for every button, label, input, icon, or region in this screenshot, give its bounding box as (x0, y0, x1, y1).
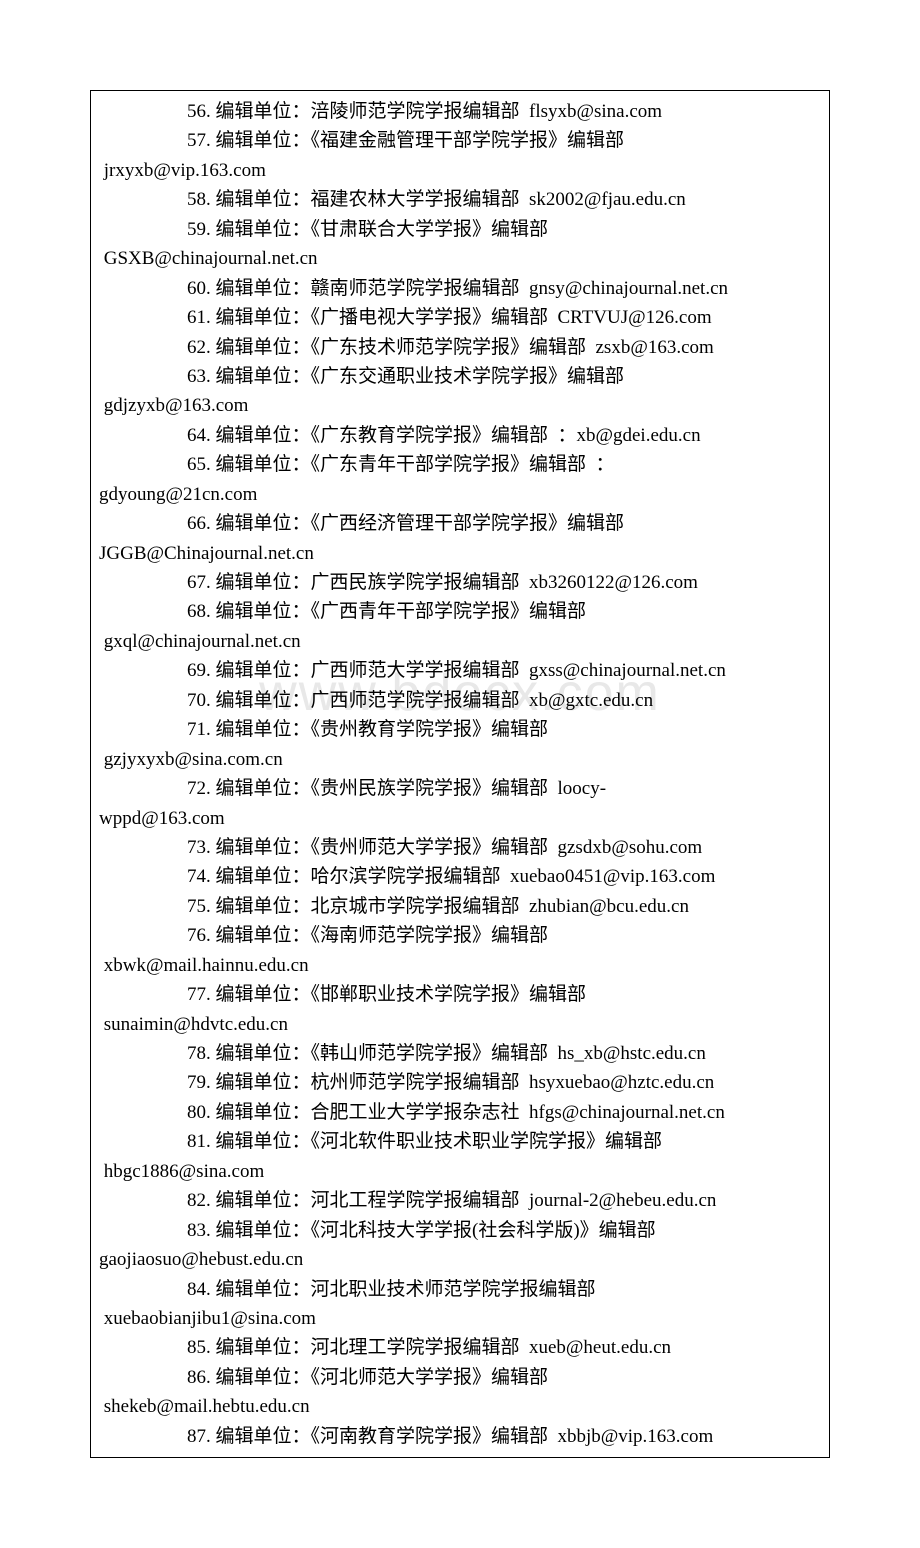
text-line: 73. 编辑单位：《贵州师范大学学报》编辑部 gzsdxb@sohu.com (99, 833, 821, 862)
text-line: wppd@163.com (99, 804, 821, 833)
text-line: 57. 编辑单位：《福建金融管理干部学院学报》编辑部 (99, 126, 821, 155)
text-line: 72. 编辑单位：《贵州民族学院学报》编辑部 loocy- (99, 774, 821, 803)
text-line: 64. 编辑单位：《广东教育学院学报》编辑部 ：xb@gdei.edu.cn (99, 421, 821, 450)
text-line: GSXB@chinajournal.net.cn (99, 244, 821, 273)
text-line: 58. 编辑单位：福建农林大学学报编辑部 sk2002@fjau.edu.cn (99, 185, 821, 214)
text-line: sunaimin@hdvtc.edu.cn (99, 1010, 821, 1039)
text-line: shekeb@mail.hebtu.edu.cn (99, 1392, 821, 1421)
text-line: gaojiaosuo@hebust.edu.cn (99, 1245, 821, 1274)
text-line: gxql@chinajournal.net.cn (99, 627, 821, 656)
text-line: 82. 编辑单位：河北工程学院学报编辑部 journal-2@hebeu.edu… (99, 1186, 821, 1215)
text-line: 78. 编辑单位：《韩山师范学院学报》编辑部 hs_xb@hstc.edu.cn (99, 1039, 821, 1068)
text-line: 71. 编辑单位：《贵州教育学院学报》编辑部 (99, 715, 821, 744)
text-line: 67. 编辑单位：广西民族学院学报编辑部 xb3260122@126.com (99, 568, 821, 597)
text-line: xbwk@mail.hainnu.edu.cn (99, 951, 821, 980)
text-line: 75. 编辑单位：北京城市学院学报编辑部 zhubian@bcu.edu.cn (99, 892, 821, 921)
text-line: hbgc1886@sina.com (99, 1157, 821, 1186)
text-line: 62. 编辑单位：《广东技术师范学院学报》编辑部 zsxb@163.com (99, 333, 821, 362)
text-line: 86. 编辑单位：《河北师范大学学报》编辑部 (99, 1363, 821, 1392)
text-layer: 56. 编辑单位：涪陵师范学院学报编辑部 flsyxb@sina.com57. … (99, 97, 821, 1451)
text-line: 61. 编辑单位：《广播电视大学学报》编辑部 CRTVUJ@126.com (99, 303, 821, 332)
text-line: 65. 编辑单位：《广东青年干部学院学报》编辑部 ： (99, 450, 821, 479)
text-line: 80. 编辑单位：合肥工业大学学报杂志社 hfgs@chinajournal.n… (99, 1098, 821, 1127)
text-line: 63. 编辑单位：《广东交通职业技术学院学报》编辑部 (99, 362, 821, 391)
text-line: jrxyxb@vip.163.com (99, 156, 821, 185)
text-line: 85. 编辑单位：河北理工学院学报编辑部 xueb@heut.edu.cn (99, 1333, 821, 1362)
text-line: 87. 编辑单位：《河南教育学院学报》编辑部 xbbjb@vip.163.com (99, 1422, 821, 1451)
text-line: 68. 编辑单位：《广西青年干部学院学报》编辑部 (99, 597, 821, 626)
text-line: 74. 编辑单位：哈尔滨学院学报编辑部 xuebao0451@vip.163.c… (99, 862, 821, 891)
text-line: 79. 编辑单位：杭州师范学院学报编辑部 hsyxuebao@hztc.edu.… (99, 1068, 821, 1097)
text-line: xuebaobianjibu1@sina.com (99, 1304, 821, 1333)
document-page: www.bdocx.com 56. 编辑单位：涪陵师范学院学报编辑部 flsyx… (0, 0, 920, 1548)
text-line: 83. 编辑单位：《河北科技大学学报(社会科学版)》编辑部 (99, 1216, 821, 1245)
text-line: 59. 编辑单位：《甘肃联合大学学报》编辑部 (99, 215, 821, 244)
text-line: gzjyxyxb@sina.com.cn (99, 745, 821, 774)
text-line: gdjzyxb@163.com (99, 391, 821, 420)
text-line: 66. 编辑单位：《广西经济管理干部学院学报》编辑部 (99, 509, 821, 538)
text-line: 76. 编辑单位：《海南师范学院学报》编辑部 (99, 921, 821, 950)
text-line: 60. 编辑单位：赣南师范学院学报编辑部 gnsy@chinajournal.n… (99, 274, 821, 303)
text-line: 70. 编辑单位：广西师范学院学报编辑部 xb@gxtc.edu.cn (99, 686, 821, 715)
text-line: 84. 编辑单位：河北职业技术师范学院学报编辑部 (99, 1275, 821, 1304)
text-line: 81. 编辑单位：《河北软件职业技术职业学院学报》编辑部 (99, 1127, 821, 1156)
text-line: 77. 编辑单位：《邯郸职业技术学院学报》编辑部 (99, 980, 821, 1009)
text-line: 69. 编辑单位：广西师范大学学报编辑部 gxss@chinajournal.n… (99, 656, 821, 685)
text-line: 56. 编辑单位：涪陵师范学院学报编辑部 flsyxb@sina.com (99, 97, 821, 126)
text-line: JGGB@Chinajournal.net.cn (99, 539, 821, 568)
text-line: gdyoung@21cn.com (99, 480, 821, 509)
content-box: www.bdocx.com 56. 编辑单位：涪陵师范学院学报编辑部 flsyx… (90, 90, 830, 1458)
